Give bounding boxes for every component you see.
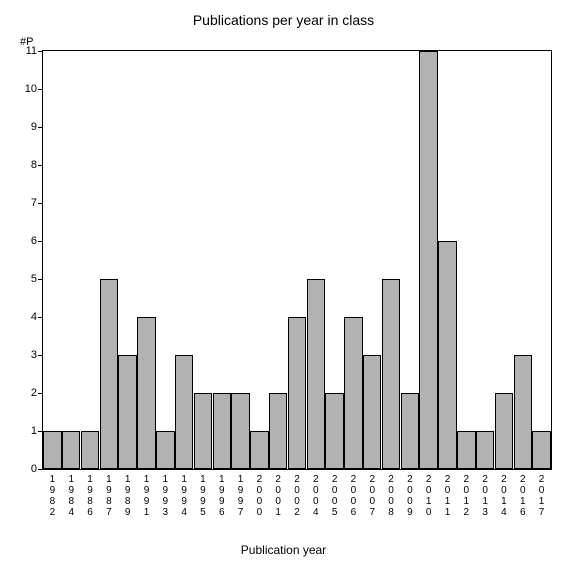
x-axis-label: Publication year xyxy=(0,543,567,557)
bar xyxy=(118,355,136,469)
bar xyxy=(269,393,287,469)
y-tick-mark xyxy=(38,431,42,432)
x-tick-label: 2010 xyxy=(420,474,438,518)
bar xyxy=(231,393,249,469)
bar xyxy=(307,279,325,469)
x-tick-label: 2009 xyxy=(401,474,419,518)
y-tick-mark xyxy=(38,393,42,394)
x-tick-label: 1993 xyxy=(156,474,174,518)
x-tick-label: 1987 xyxy=(100,474,118,518)
bar xyxy=(514,355,532,469)
bar xyxy=(62,431,80,469)
y-tick-mark xyxy=(38,51,42,52)
y-tick-mark xyxy=(38,241,42,242)
bar xyxy=(457,431,475,469)
x-tick-label: 2002 xyxy=(288,474,306,518)
y-tick-label: 9 xyxy=(17,121,37,133)
x-tick-label: 2014 xyxy=(495,474,513,518)
y-tick-label: 4 xyxy=(17,311,37,323)
chart-title: Publications per year in class xyxy=(0,12,567,28)
y-tick-label: 11 xyxy=(17,45,37,57)
bar xyxy=(495,393,513,469)
bar xyxy=(175,355,193,469)
x-tick-label: 1986 xyxy=(81,474,99,518)
bar xyxy=(288,317,306,469)
x-tick-label: 2008 xyxy=(382,474,400,518)
x-tick-label: 2004 xyxy=(307,474,325,518)
bar xyxy=(156,431,174,469)
bar xyxy=(325,393,343,469)
bar xyxy=(363,355,381,469)
bar xyxy=(419,51,437,469)
y-tick-mark xyxy=(38,317,42,318)
x-tick-label: 2016 xyxy=(514,474,532,518)
chart-container: Publications per year in class #P Public… xyxy=(0,0,567,567)
bar xyxy=(137,317,155,469)
x-tick-label: 2013 xyxy=(476,474,494,518)
x-tick-label: 2007 xyxy=(363,474,381,518)
y-tick-mark xyxy=(38,469,42,470)
x-tick-label: 2012 xyxy=(457,474,475,518)
bar xyxy=(213,393,231,469)
bar xyxy=(382,279,400,469)
x-tick-label: 2011 xyxy=(439,474,457,518)
y-tick-label: 8 xyxy=(17,159,37,171)
bar xyxy=(344,317,362,469)
bar xyxy=(438,241,456,469)
y-tick-label: 10 xyxy=(17,83,37,95)
bar xyxy=(532,431,550,469)
y-tick-mark xyxy=(38,89,42,90)
bar xyxy=(250,431,268,469)
x-tick-label: 1995 xyxy=(194,474,212,518)
x-tick-label: 2017 xyxy=(533,474,551,518)
x-tick-label: 2006 xyxy=(344,474,362,518)
x-tick-label: 2000 xyxy=(250,474,268,518)
bar xyxy=(100,279,118,469)
bar xyxy=(476,431,494,469)
y-tick-label: 3 xyxy=(17,349,37,361)
y-tick-label: 1 xyxy=(17,425,37,437)
x-tick-label: 1984 xyxy=(62,474,80,518)
x-tick-label: 1982 xyxy=(43,474,61,518)
y-tick-label: 5 xyxy=(17,273,37,285)
x-tick-label: 2001 xyxy=(269,474,287,518)
y-tick-mark xyxy=(38,127,42,128)
x-tick-label: 2005 xyxy=(326,474,344,518)
y-tick-label: 0 xyxy=(17,463,37,475)
x-tick-label: 1996 xyxy=(213,474,231,518)
y-tick-mark xyxy=(38,279,42,280)
y-tick-label: 6 xyxy=(17,235,37,247)
bar xyxy=(401,393,419,469)
y-tick-label: 2 xyxy=(17,387,37,399)
bar xyxy=(81,431,99,469)
x-tick-label: 1989 xyxy=(119,474,137,518)
y-tick-mark xyxy=(38,355,42,356)
x-tick-label: 1994 xyxy=(175,474,193,518)
x-tick-label: 1997 xyxy=(232,474,250,518)
x-tick-label: 1991 xyxy=(137,474,155,518)
plot-area xyxy=(42,50,552,470)
bar xyxy=(43,431,61,469)
y-tick-mark xyxy=(38,165,42,166)
bar xyxy=(194,393,212,469)
y-tick-mark xyxy=(38,203,42,204)
y-tick-label: 7 xyxy=(17,197,37,209)
